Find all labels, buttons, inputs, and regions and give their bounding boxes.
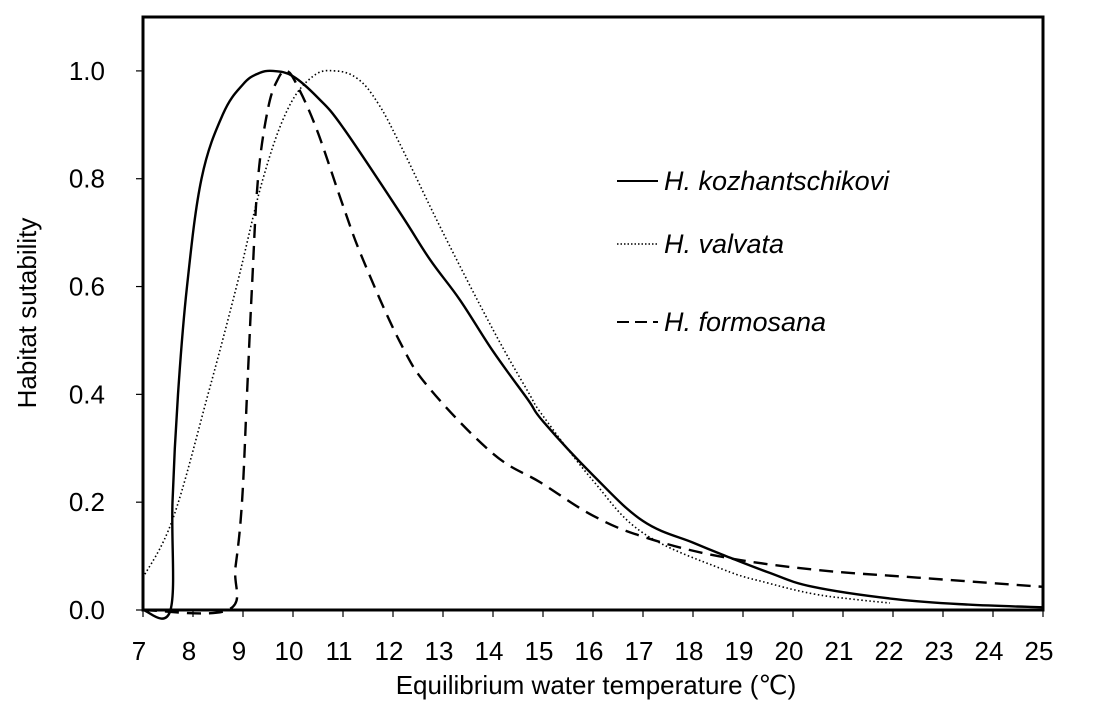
series-line-0 <box>142 69 1044 620</box>
x-tick-label: 25 <box>1025 636 1054 666</box>
legend-label-1: H. valvata <box>664 229 784 259</box>
x-axis-title: Equilibrium water temperature (℃) <box>396 670 797 700</box>
x-tick-label: 8 <box>182 636 196 666</box>
series-line-2 <box>142 69 1044 615</box>
y-tick-label: 0.4 <box>69 379 105 409</box>
x-tick-label: 16 <box>575 636 604 666</box>
x-tick-label: 22 <box>875 636 904 666</box>
series-layer <box>142 69 1044 620</box>
legend: H. kozhantschikovi H. valvata H. formosana <box>617 166 890 337</box>
legend-label-0: H. kozhantschikovi <box>664 166 890 196</box>
x-tick-label: 12 <box>375 636 404 666</box>
x-tick-label: 19 <box>725 636 754 666</box>
legend-label-2: H. formosana <box>664 307 826 337</box>
y-tick-label: 0.2 <box>69 487 105 517</box>
x-tick-label: 20 <box>775 636 804 666</box>
x-axis: 7 8 9 10 11 12 13 14 15 16 17 18 19 20 21 22 23 24 25 <box>132 610 1054 666</box>
y-axis: 0.0 0.2 0.4 0.6 0.8 1.0 <box>69 56 143 625</box>
x-tick-label: 15 <box>525 636 554 666</box>
x-tick-label: 9 <box>232 636 246 666</box>
x-tick-label: 23 <box>925 636 954 666</box>
x-tick-label: 13 <box>425 636 454 666</box>
x-tick-label: 18 <box>675 636 704 666</box>
x-tick-label: 24 <box>975 636 1004 666</box>
x-tick-label: 14 <box>475 636 504 666</box>
x-tick-label: 7 <box>132 636 146 666</box>
x-tick-label: 17 <box>625 636 654 666</box>
y-tick-label: 1.0 <box>69 56 105 86</box>
y-axis-title: Habitat sutability <box>12 218 42 409</box>
y-tick-label: 0.0 <box>69 595 105 625</box>
x-tick-label: 21 <box>825 636 854 666</box>
x-tick-label: 10 <box>275 636 304 666</box>
x-tick-label: 11 <box>326 636 353 666</box>
plot-frame <box>141 15 1045 612</box>
y-tick-label: 0.6 <box>69 272 105 302</box>
y-tick-label: 0.8 <box>69 164 105 194</box>
